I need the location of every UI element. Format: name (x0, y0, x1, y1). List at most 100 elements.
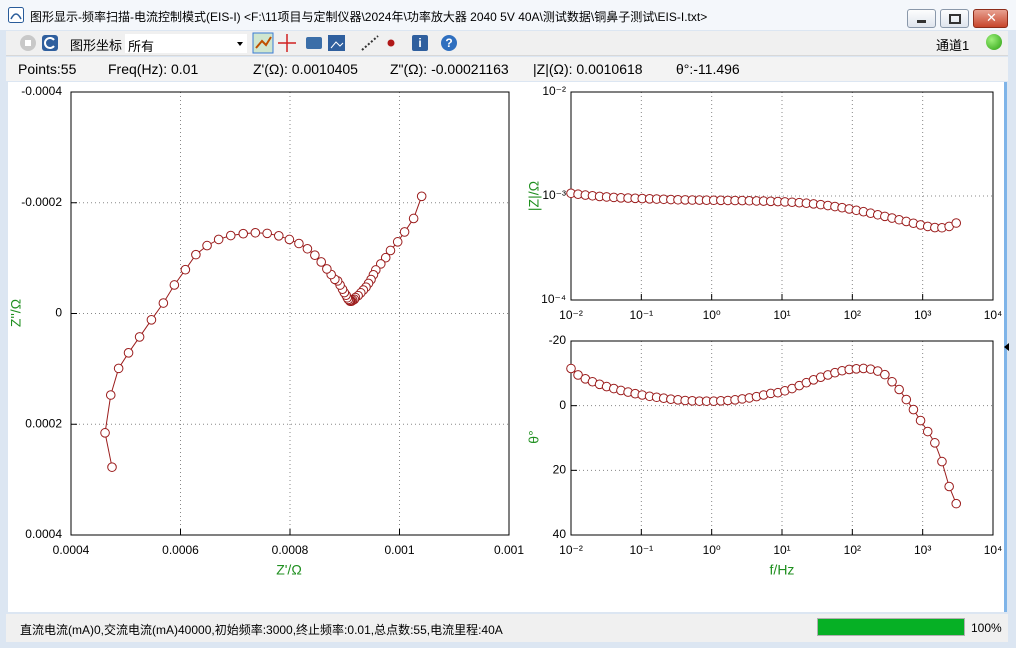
x-axis-label: Z'/Ω (276, 562, 302, 578)
data-point (316, 257, 327, 267)
refresh-glyph (44, 37, 55, 49)
data-point (385, 245, 396, 256)
info-button[interactable] (412, 35, 428, 51)
toolbar-icons: i ? (20, 32, 457, 54)
window-title: 图形显示-频率扫描-电流控制模式(EIS-I) <F:\11项目与定制仪器\20… (30, 10, 708, 24)
data-point (922, 426, 933, 437)
data-point (169, 280, 180, 290)
maximize-button[interactable] (940, 9, 969, 28)
data-point (930, 438, 940, 448)
data-point (250, 227, 261, 238)
data-point (887, 376, 897, 387)
y-tick-label: -20 (549, 333, 567, 347)
x-tick-label: 0.0008 (272, 543, 309, 557)
x-tick-label: 10³ (914, 308, 931, 322)
info-bar: Points:55 Freq(Hz): 0.01 Z'(Ω): 0.001040… (6, 57, 1008, 81)
data-point (100, 428, 110, 438)
coord-select-value: 所有 (128, 39, 155, 54)
data-point (573, 370, 583, 380)
x-tick-label: 10⁻² (559, 543, 583, 557)
data-point (191, 249, 201, 260)
plot-area (8, 82, 1004, 612)
minimize-button[interactable] (907, 9, 936, 28)
image-glyph (330, 41, 344, 49)
info-z-real: Z'(Ω): 0.0010405 (253, 61, 358, 77)
line-style-button[interactable] (361, 35, 379, 51)
data-point (158, 298, 169, 308)
data-point (310, 250, 320, 260)
print-button[interactable] (306, 37, 322, 49)
stop-glyph (25, 40, 31, 46)
x-axis-label: f/Hz (770, 562, 795, 578)
data-point (105, 390, 116, 400)
x-tick-label: 0.0006 (162, 543, 199, 557)
data-point (146, 315, 157, 325)
data-point (380, 252, 391, 263)
toolbar: i ? 图形坐标 所有 通道1 (6, 31, 1008, 56)
close-button[interactable]: ✕ (973, 9, 1008, 28)
data-point (915, 415, 926, 426)
data-point (901, 394, 912, 405)
info-points: Points:55 (18, 61, 77, 77)
coord-select[interactable]: 所有 (124, 33, 248, 54)
y-axis-label: θ° (526, 430, 542, 443)
view-glyph (255, 36, 272, 49)
data-point (123, 348, 134, 358)
progress-label: 100% (971, 621, 1002, 635)
data-point (262, 228, 272, 239)
data-point (416, 191, 427, 202)
help-button[interactable] (441, 35, 457, 51)
x-tick-label: 0.001 (494, 543, 524, 557)
data-point (225, 230, 236, 241)
x-tick-label: 10¹ (773, 543, 790, 557)
data-point (951, 218, 962, 228)
info-z-imag: Z"(Ω): -0.00021163 (390, 61, 509, 77)
data-point (951, 498, 962, 509)
y-tick-label: 10⁻⁴ (541, 292, 566, 306)
data-point (134, 332, 145, 342)
channel-label: 通道1 (936, 38, 970, 53)
data-point (113, 363, 124, 374)
marker-style-button[interactable] (387, 39, 395, 47)
title-bar: 图形显示-频率扫描-电流控制模式(EIS-I) <F:\11项目与定制仪器\20… (0, 0, 1016, 30)
data-point (880, 369, 890, 380)
data-point (408, 213, 419, 224)
status-bar: 直流电流(mA)0,交流电流(mA)40000,初始频率:3000,终止频率:0… (6, 614, 1008, 642)
data-point (399, 227, 410, 237)
y-axis-label: |Z|/Ω (526, 181, 542, 211)
x-tick-label: 0.0004 (53, 543, 90, 557)
y-tick-label: 20 (553, 463, 567, 477)
help-glyph: ? (445, 36, 452, 50)
data-point (180, 264, 191, 275)
data-point (294, 238, 304, 249)
crosshair-button[interactable] (278, 34, 296, 52)
x-tick-label: 10⁴ (984, 308, 1003, 322)
y-tick-label: 0.0002 (25, 416, 62, 430)
y-tick-label: 10⁻² (542, 84, 566, 98)
y-tick-label: 0 (55, 306, 62, 320)
coord-label: 图形坐标 (70, 38, 123, 53)
status-text: 直流电流(mA)0,交流电流(mA)40000,初始频率:3000,终止频率:0… (20, 623, 503, 637)
splitter-arrow[interactable] (1004, 343, 1009, 351)
x-tick-label: 10¹ (773, 308, 790, 322)
data-point (375, 259, 386, 269)
data-point (908, 404, 919, 415)
x-tick-label: 10⁰ (703, 543, 721, 557)
y-tick-label: 40 (553, 527, 567, 541)
select-arrow (237, 42, 243, 46)
x-tick-label: 10² (844, 308, 861, 322)
y-tick-label: 0.0004 (25, 527, 62, 541)
info-z-mod: |Z|(Ω): 0.0010618 (533, 61, 643, 77)
y-tick-label: 0 (559, 398, 566, 412)
x-tick-label: 10⁻¹ (629, 543, 653, 557)
data-point (302, 243, 313, 254)
axes-frame (570, 340, 994, 536)
data-point (273, 231, 284, 241)
data-point (937, 456, 947, 467)
data-point (284, 234, 295, 245)
data-point (566, 363, 576, 374)
y-tick-label: -0.0004 (21, 84, 62, 98)
data-point (894, 384, 904, 395)
